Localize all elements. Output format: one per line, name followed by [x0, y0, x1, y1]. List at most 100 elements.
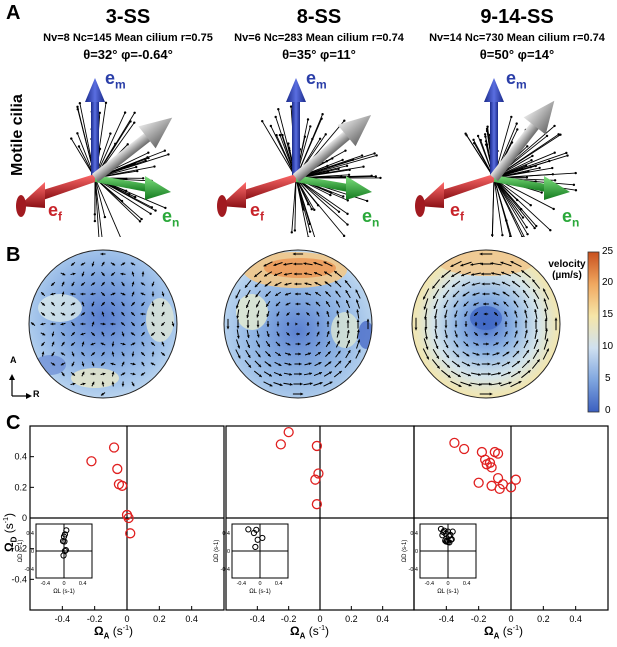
inset-ylabel: ΩD (s-1)	[18, 540, 24, 563]
y-tick-label: 0	[22, 513, 27, 523]
x-tick-label: -0.2	[87, 614, 103, 624]
mean-cilium-arrow	[91, 117, 173, 182]
panel-a-letter: A	[6, 2, 21, 24]
data-point	[112, 463, 123, 475]
x-tick-label: 0.4	[185, 614, 198, 624]
colorbar-tick: 5	[605, 373, 611, 384]
data-point	[458, 443, 470, 455]
inset-y-tick: 0.4	[26, 531, 34, 537]
en-label-1: en	[162, 206, 180, 230]
em-label-2: em	[306, 68, 327, 92]
stage-title-1: 3-SS	[105, 6, 151, 28]
x-tick-label: 0	[124, 614, 129, 624]
x-tick-label: 0.2	[537, 614, 550, 624]
en-axis-arrow	[494, 175, 570, 200]
inset-data-point	[252, 543, 259, 551]
rotation-scatter-plots: -0.4 -0.2 0 0.2 0.40.40.20-0.2-0.4 -0.4 0 0.40.…	[11, 425, 609, 624]
data-point	[505, 482, 517, 493]
mean-cilium-arrow	[292, 115, 372, 182]
orientation-right-label: R	[33, 389, 40, 399]
data-point	[86, 456, 97, 467]
inset-y-tick: -0.4	[25, 567, 34, 573]
x-tick-label: 0.2	[345, 614, 358, 624]
inset-y-tick: 0.4	[410, 531, 418, 537]
colorbar-title: velocity (µm/s)	[542, 259, 592, 281]
inset-xlabel: ΩL (s-1)	[249, 589, 271, 595]
heatmap-3ss	[28, 249, 178, 399]
panel-b-letter: B	[6, 244, 21, 266]
c-xlabel-1: ΩA (s-1)	[94, 624, 133, 641]
em-axis-arrow	[85, 78, 105, 178]
inset-x-tick: -0.4	[41, 581, 50, 587]
data-point	[275, 439, 286, 450]
triad-8ss	[217, 78, 382, 237]
stage-angles-2: θ=35° φ=11°	[282, 47, 356, 62]
data-point	[510, 474, 521, 485]
mean-cilium-arrow	[490, 100, 555, 182]
en-axis-arrow	[95, 175, 171, 200]
data-point	[473, 477, 484, 488]
inset-y-tick: -0.4	[409, 567, 418, 573]
stage-angles-3: θ=50° φ=14°	[479, 47, 555, 62]
stage-stats-2: Nv=6 Nc=283 Mean cilium r=0.74	[234, 32, 404, 44]
inset-data-point	[245, 526, 252, 533]
colorbar-tick: 25	[602, 246, 614, 257]
stage-title-2: 8-SS	[296, 6, 342, 28]
flow-field-maps	[9, 249, 600, 413]
x-tick-label: 0.4	[569, 614, 582, 624]
data-point	[481, 459, 492, 470]
scatter-plot-3ss: -0.4 -0.2 0 0.2 0.40.40.20-0.2-0.4 -0.4 0 0.40.…	[11, 425, 225, 624]
x-tick-label: -0.4	[250, 614, 266, 624]
inset-y-tick: -0.4	[221, 567, 230, 573]
x-tick-label: -0.2	[281, 614, 297, 624]
data-point	[117, 480, 128, 491]
data-point	[311, 440, 323, 452]
inset-x-tick: 0.4	[275, 581, 283, 587]
colorbar-tick: 20	[602, 277, 614, 288]
c-xlabel-3: ΩA (s-1)	[484, 624, 523, 641]
inset-x-tick: 0.4	[79, 581, 87, 587]
scatter-plot-9-14ss: -0.4 -0.2 0 0.2 0.4-0.4 0 0.40.40-0.4ΩL (s-1)Ω…	[402, 425, 609, 624]
inset-data-point	[443, 538, 450, 545]
en-label-2: en	[362, 206, 380, 230]
y-tick-label: -0.4	[11, 574, 27, 584]
data-point	[310, 474, 321, 485]
inset-data-point	[449, 528, 456, 535]
stage-stats-1: Nv=8 Nc=145 Mean cilium r=0.75	[43, 32, 213, 44]
data-point	[492, 448, 504, 459]
inset-data-point	[63, 527, 70, 534]
data-point	[311, 499, 323, 510]
inset-data-point	[254, 536, 261, 543]
colorbar-tick: 0	[605, 405, 611, 416]
x-tick-label: 0	[317, 614, 322, 624]
inset-y-tick: 0	[415, 549, 418, 555]
en-label-3: en	[562, 206, 580, 230]
colorbar-tick: 10	[602, 341, 614, 352]
data-point	[108, 442, 120, 453]
inset-x-tick: 0	[62, 581, 65, 587]
panel-c-letter: C	[6, 412, 21, 434]
data-point	[283, 426, 294, 438]
data-point	[313, 468, 324, 479]
inset-data-point	[62, 547, 69, 554]
x-tick-label: -0.4	[55, 614, 71, 624]
colorbar-title-line1: velocity	[548, 259, 586, 270]
cilia-vector-plots	[16, 78, 578, 237]
inset-data-point	[440, 529, 447, 536]
triad-9-14ss	[415, 78, 578, 237]
ef-axis-arrow	[415, 174, 494, 217]
stage-title-3: 9-14-SS	[480, 6, 554, 28]
inset-x-tick: 0	[446, 581, 449, 587]
ef-axis-arrow	[217, 174, 296, 217]
colorbar-ticks: 25 20 15 10 5 0	[602, 246, 617, 426]
y-tick-label: -0.2	[11, 544, 27, 554]
ef-label-3: ef	[450, 200, 465, 224]
ef-label-1: ef	[48, 200, 63, 224]
inset-data-point	[253, 526, 260, 533]
data-point	[486, 480, 497, 491]
em-axis-arrow	[484, 78, 504, 178]
colorbar-title-line2: (µm/s)	[552, 270, 582, 281]
inset-data-point	[439, 532, 446, 539]
em-label-3: em	[506, 68, 527, 92]
data-point	[123, 512, 134, 524]
